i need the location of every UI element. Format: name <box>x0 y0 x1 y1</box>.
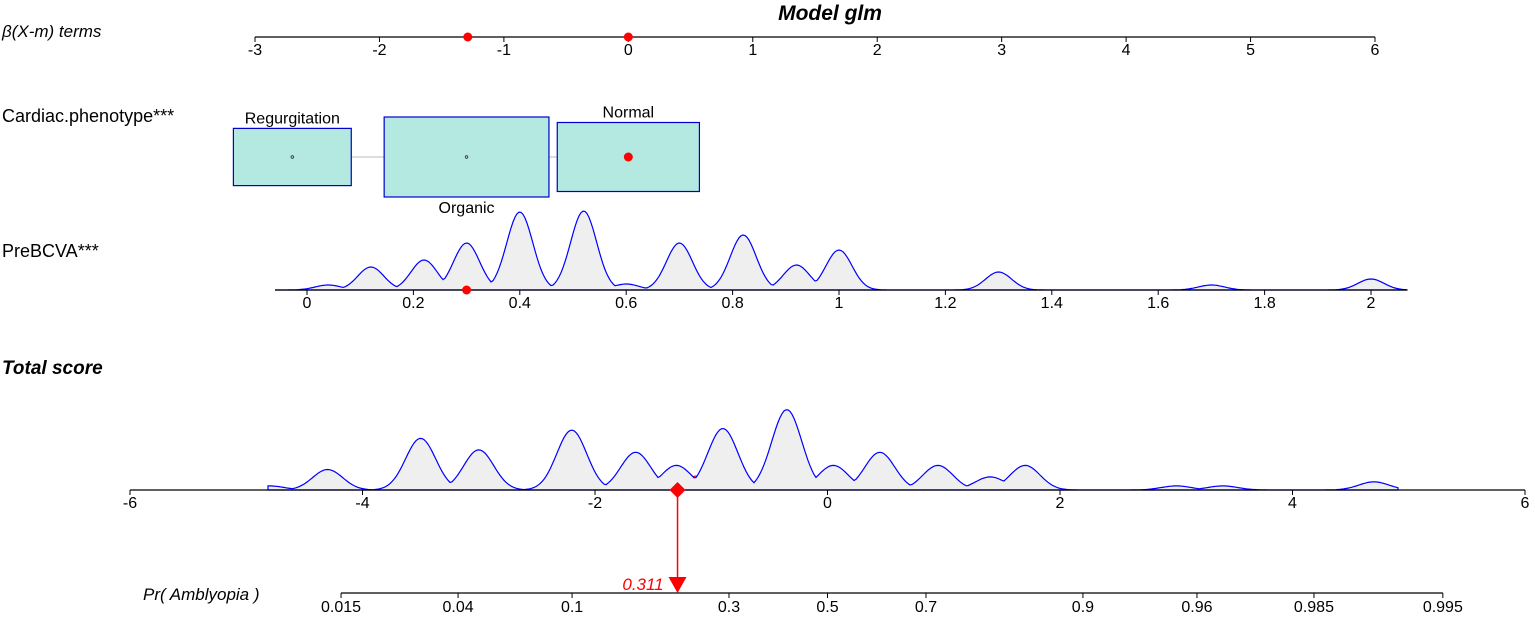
beta-axis-label: β(X-m) terms <box>1 22 102 41</box>
cardiac-center-dot <box>290 155 295 159</box>
total-score-axis-tick-label: -4 <box>355 495 369 512</box>
cardiac-center-dot <box>464 155 469 159</box>
prebcva-density-curve <box>275 210 1408 291</box>
beta-axis-tick-label: 3 <box>997 42 1006 59</box>
prebcva-axis-tick-label: 0.6 <box>615 295 637 312</box>
beta-axis-tick-label: -1 <box>497 42 511 59</box>
beta-axis-tick-label: -2 <box>372 42 386 59</box>
beta-axis-tick-label: 4 <box>1122 42 1131 59</box>
total-score-label: Total score <box>2 358 103 379</box>
prebcva-axis-tick-label: 0.2 <box>402 295 424 312</box>
beta-axis-tick-label: 5 <box>1246 42 1255 59</box>
cardiac-category-box <box>383 116 550 198</box>
probability-axis-label: Pr( Amblyopia ) <box>143 585 260 604</box>
total-score-axis-tick-label: 6 <box>1521 495 1530 512</box>
cardiac-category-box <box>232 127 352 187</box>
probability-axis-tick-label: 0.1 <box>561 599 583 616</box>
beta-axis-tick-label: 2 <box>873 42 882 59</box>
total-score-axis-tick-label: 0 <box>823 495 832 512</box>
probability-axis-tick-label: 0.7 <box>915 599 937 616</box>
prebcva-axis-tick-label: 0.4 <box>509 295 531 312</box>
probability-axis-tick-label: 0.5 <box>816 599 838 616</box>
probability-axis-tick-label: 0.985 <box>1294 599 1334 616</box>
cardiac-category-label: Regurgitation <box>245 110 340 127</box>
cardiac-category-label: Organic <box>439 200 495 217</box>
prebcva-axis-tick-label: 2 <box>1367 295 1376 312</box>
beta-axis-tick-label: 6 <box>1371 42 1380 59</box>
cardiac-axis-label: Cardiac.phenotype*** <box>2 106 174 126</box>
probability-axis-tick-label: 0.9 <box>1072 599 1094 616</box>
prebcva-axis-tick-label: 1.6 <box>1147 295 1169 312</box>
probability-axis-tick-label: 0.04 <box>442 599 473 616</box>
beta-axis-tick-label: 1 <box>748 42 757 59</box>
prebcva-axis-tick-label: 1.2 <box>934 295 956 312</box>
total-score-axis-tick-label: 2 <box>1056 495 1065 512</box>
beta-marker-point <box>463 32 473 42</box>
probability-axis-tick-label: 0.96 <box>1181 599 1212 616</box>
beta-marker-point <box>623 32 633 42</box>
total-score-axis-tick-label: -6 <box>123 495 137 512</box>
chart-title: Model glm <box>778 2 882 25</box>
prebcva-axis-tick-label: 1.8 <box>1253 295 1275 312</box>
prebcva-selected-point <box>462 285 472 295</box>
probability-value-label: 0.311 <box>622 575 663 594</box>
beta-axis-tick-label: -3 <box>248 42 262 59</box>
prebcva-axis-tick-label: 0 <box>303 295 312 312</box>
cardiac-selected-point <box>623 152 633 162</box>
probability-arrow-marker <box>668 577 687 593</box>
probability-axis-tick-label: 0.3 <box>718 599 740 616</box>
total-score-axis-tick-label: 4 <box>1288 495 1297 512</box>
prebcva-axis-tick-label: 1 <box>835 295 844 312</box>
total-score-diamond-marker <box>669 482 686 498</box>
cardiac-category-label: Normal <box>603 104 655 121</box>
probability-axis-tick-label: 0.995 <box>1423 599 1463 616</box>
prebcva-axis-label: PreBCVA*** <box>2 241 99 261</box>
total-score-axis-tick-label: -2 <box>588 495 602 512</box>
prebcva-axis-tick-label: 1.4 <box>1041 295 1063 312</box>
prebcva-axis-tick-label: 0.8 <box>721 295 743 312</box>
beta-axis-tick-label: 0 <box>624 42 633 59</box>
total-score-density-curve <box>267 409 1399 491</box>
probability-axis-tick-label: 0.015 <box>321 599 361 616</box>
